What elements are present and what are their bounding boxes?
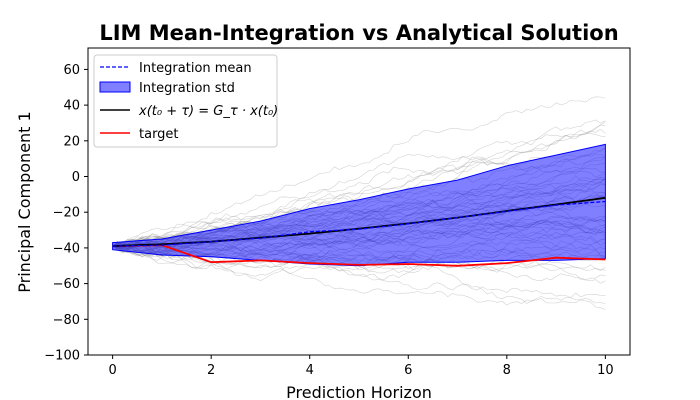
x-axis-label: Prediction Horizon [286,383,432,400]
legend-label-analytical: x(t₀ + τ) = G_τ · x(t₀) [138,104,278,119]
chart-title: LIM Mean-Integration vs Analytical Solut… [99,21,618,45]
legend-label-target: target [139,127,179,142]
plot-frame [87,47,631,356]
x-tick-label: 6 [404,363,412,378]
background-trajectory [112,96,606,249]
target-line [112,244,606,267]
legend-label-integration-std: Integration std [139,81,235,96]
y-tick-label: −40 [53,241,80,256]
y-axis-label: Principal Component 1 [15,111,34,292]
background-trajectory [112,245,606,310]
legend: Integration mean Integration std x(t₀ + … [93,54,278,148]
y-tick-label: 40 [63,99,80,114]
legend-label-integration-mean: Integration mean [139,61,252,76]
x-tick-label: 8 [503,363,511,378]
background-trajectory [112,119,606,247]
y-tick-label: −80 [53,313,80,328]
series-lines [112,197,606,267]
y-tick-label: 20 [63,134,80,149]
y-tick-label: 60 [63,63,80,78]
x-tick-label: 2 [207,363,215,378]
legend-swatch-integration-std [99,81,131,93]
x-tick-label: 0 [108,363,116,378]
integration-mean-line [112,200,606,247]
x-tick-label: 4 [306,363,314,378]
x-tick-label: 10 [597,363,614,378]
y-tick-label: 0 [72,170,80,185]
y-tick-label: −60 [53,277,80,292]
legend-box [93,54,278,148]
y-tick-label: −100 [44,349,80,364]
y-tick-label: −20 [53,206,80,221]
background-trajectory [112,121,606,247]
x-axis: 0 2 4 6 8 10 [108,355,614,378]
background-trajectory [112,241,606,282]
y-axis: −100 −80 −60 −40 −20 0 20 40 60 [44,63,88,364]
